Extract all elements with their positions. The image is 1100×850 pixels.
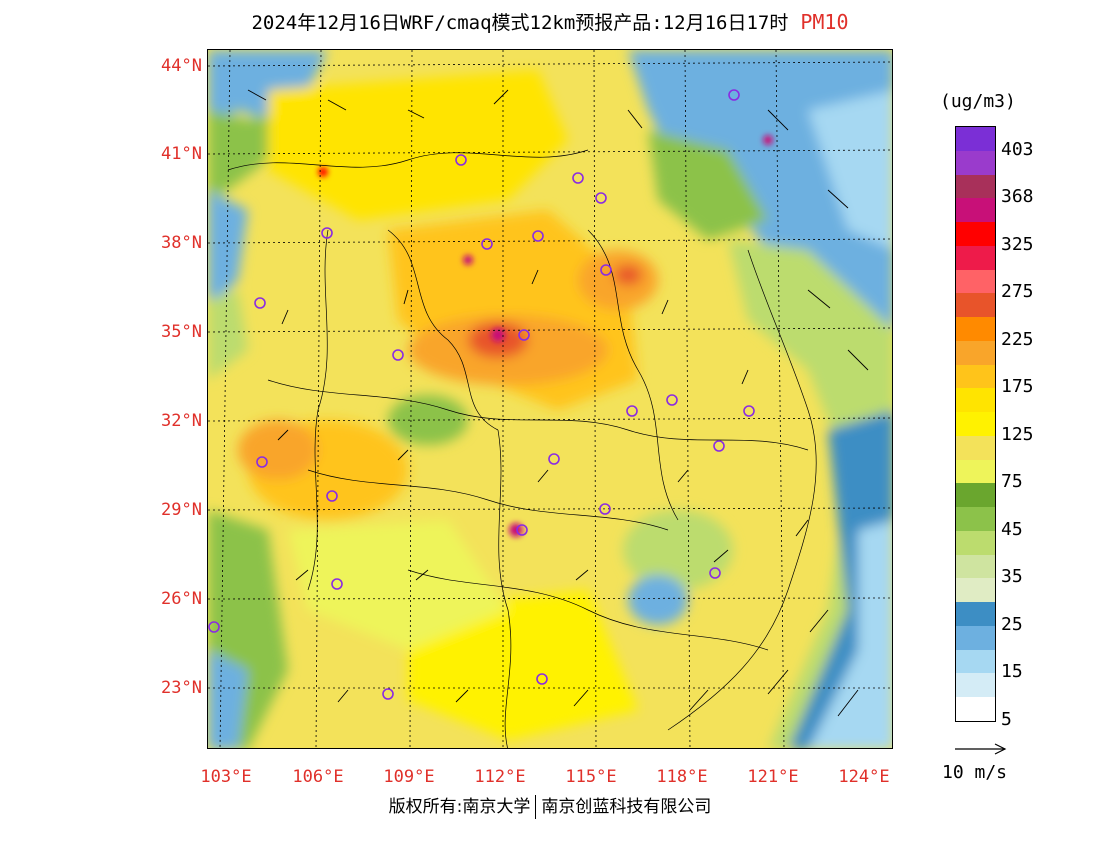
concentration-field [208,50,892,748]
lon-label: 121°E [747,767,799,787]
legend-swatch [956,269,995,294]
legend-swatch [956,317,995,342]
lat-label: 23°N [161,678,202,698]
lat-label: 32°N [161,411,202,431]
legend-swatch [956,602,995,627]
lat-label: 38°N [161,233,202,253]
forecast-map[interactable] [207,49,893,749]
lon-label: 118°E [656,767,708,787]
lon-label: 106°E [292,767,344,787]
legend-swatch [956,150,995,175]
legend-tick-label: 225 [1001,328,1034,350]
lon-label: 124°E [838,767,890,787]
legend-tick-label: 45 [1001,518,1023,540]
legend-tick-label: 325 [1001,233,1034,255]
title-main: 2024年12月16日WRF/cmaq模式12km预报产品:12月16日17时 [251,12,789,34]
copyright-divider [535,795,537,819]
legend-swatch [956,697,995,722]
pollutant-label: PM10 [800,10,849,34]
copyright: 版权所有:南京大学 南京创蓝科技有限公司 [0,792,1100,819]
wind-scale-arrow-icon [955,743,1007,755]
lon-label: 115°E [565,767,617,787]
wind-scale-label: 10 m/s [942,762,1008,783]
legend-swatch [956,364,995,389]
legend-tick-label: 125 [1001,423,1034,445]
legend-tick-label: 75 [1001,471,1023,493]
legend-swatch [956,578,995,603]
lat-label: 29°N [161,500,202,520]
legend-swatch [956,388,995,413]
legend-tick-label: 175 [1001,376,1034,398]
legend-tick-label: 35 [1001,566,1023,588]
legend-swatch [956,554,995,579]
copyright-right: 南京创蓝科技有限公司 [541,797,712,817]
legend-swatch [956,245,995,271]
legend-tick-label: 403 [1001,138,1034,160]
legend-tick-label: 275 [1001,281,1034,303]
lon-label: 109°E [383,767,435,787]
legend-swatch [956,435,995,461]
legend-swatch [956,625,995,651]
lat-label: 35°N [161,322,202,342]
map-title: 2024年12月16日WRF/cmaq模式12km预报产品:12月16日17时 P… [0,8,1100,35]
legend-swatch [956,127,995,152]
legend-swatch [956,459,995,484]
legend-swatch [956,293,995,318]
legend-swatch [956,673,995,698]
legend-swatch [956,222,995,247]
legend-swatch [956,198,995,223]
lat-label: 44°N [161,56,202,76]
legend-tick-label: 5 [1001,709,1012,730]
legend-swatch [956,483,995,508]
legend-unit: (ug/m3) [940,91,1016,112]
copyright-left: 版权所有:南京大学 [388,797,531,817]
color-legend [955,126,996,722]
legend-swatch [956,412,995,437]
legend-tick-label: 15 [1001,661,1023,683]
legend-swatch [956,507,995,532]
legend-swatch [956,530,995,556]
legend-swatch [956,649,995,674]
lat-label: 41°N [161,144,202,164]
lat-label: 26°N [161,589,202,609]
legend-tick-label: 25 [1001,613,1023,635]
legend-swatch [956,340,995,366]
legend-swatch [956,174,995,199]
lon-label: 112°E [474,767,526,787]
legend-tick-label: 368 [1001,186,1034,208]
lon-label: 103°E [200,767,252,787]
